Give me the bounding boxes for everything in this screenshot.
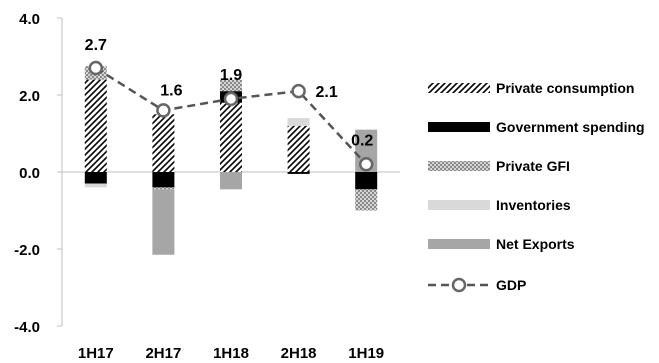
- bar-segment: [220, 172, 242, 190]
- x-tick-label: 1H17: [78, 345, 114, 362]
- bar-segment: [287, 172, 310, 174]
- legend-label: Net Exports: [496, 236, 575, 252]
- legend-label: Private consumption: [496, 80, 634, 96]
- bar-segment: [287, 118, 310, 126]
- bar-segment: [220, 79, 242, 92]
- y-tick-label: -2.0: [14, 242, 40, 259]
- gdp-data-label: 2.1: [315, 84, 337, 101]
- legend: Private consumption Government spending Pr…: [428, 80, 645, 293]
- x-tick-label: 2H17: [145, 345, 181, 362]
- legend-swatch: [428, 239, 490, 249]
- gdp-data-label: 0.2: [351, 132, 373, 149]
- legend-swatch: [428, 122, 490, 132]
- bar-segment: [355, 172, 378, 190]
- bar-segment: [287, 125, 310, 172]
- bar-segment: [152, 187, 175, 190]
- bar-segment: [152, 172, 175, 188]
- y-tick-label: 4.0: [19, 11, 40, 28]
- gdp-point: [156, 103, 171, 118]
- x-tick-label: 1H19: [348, 345, 384, 362]
- gdp-point: [358, 157, 374, 172]
- legend-label: GDP: [496, 277, 526, 293]
- legend-swatch: [428, 161, 490, 171]
- legend-swatch: [428, 200, 490, 210]
- legend-label: Private GFI: [496, 158, 570, 174]
- gdp-point: [223, 91, 239, 107]
- x-tick-label: 2H18: [281, 345, 317, 362]
- legend-label: Government spending: [496, 119, 645, 135]
- bar-segment: [152, 189, 175, 255]
- bar-segment: [84, 79, 107, 172]
- y-tick-label: 0.0: [19, 165, 40, 182]
- gdp-data-label: 1.6: [160, 82, 182, 99]
- bar-segment: [220, 102, 242, 172]
- legend-swatch: [428, 83, 490, 93]
- bar-segment: [84, 183, 107, 188]
- legend-label: Inventories: [496, 197, 571, 213]
- bar-segment: [152, 114, 175, 172]
- gdp-data-label: 1.9: [220, 67, 242, 84]
- bar-segment: [355, 189, 378, 211]
- gdp-point: [88, 60, 104, 76]
- y-tick-label: -4.0: [14, 319, 40, 336]
- y-tick-label: 2.0: [19, 88, 40, 105]
- gdp-point: [291, 83, 306, 99]
- bar-segment: [84, 172, 107, 184]
- gdp-data-label: 2.7: [85, 37, 107, 54]
- legend-gdp-marker: [451, 277, 467, 293]
- x-tick-label: 1H18: [213, 345, 249, 362]
